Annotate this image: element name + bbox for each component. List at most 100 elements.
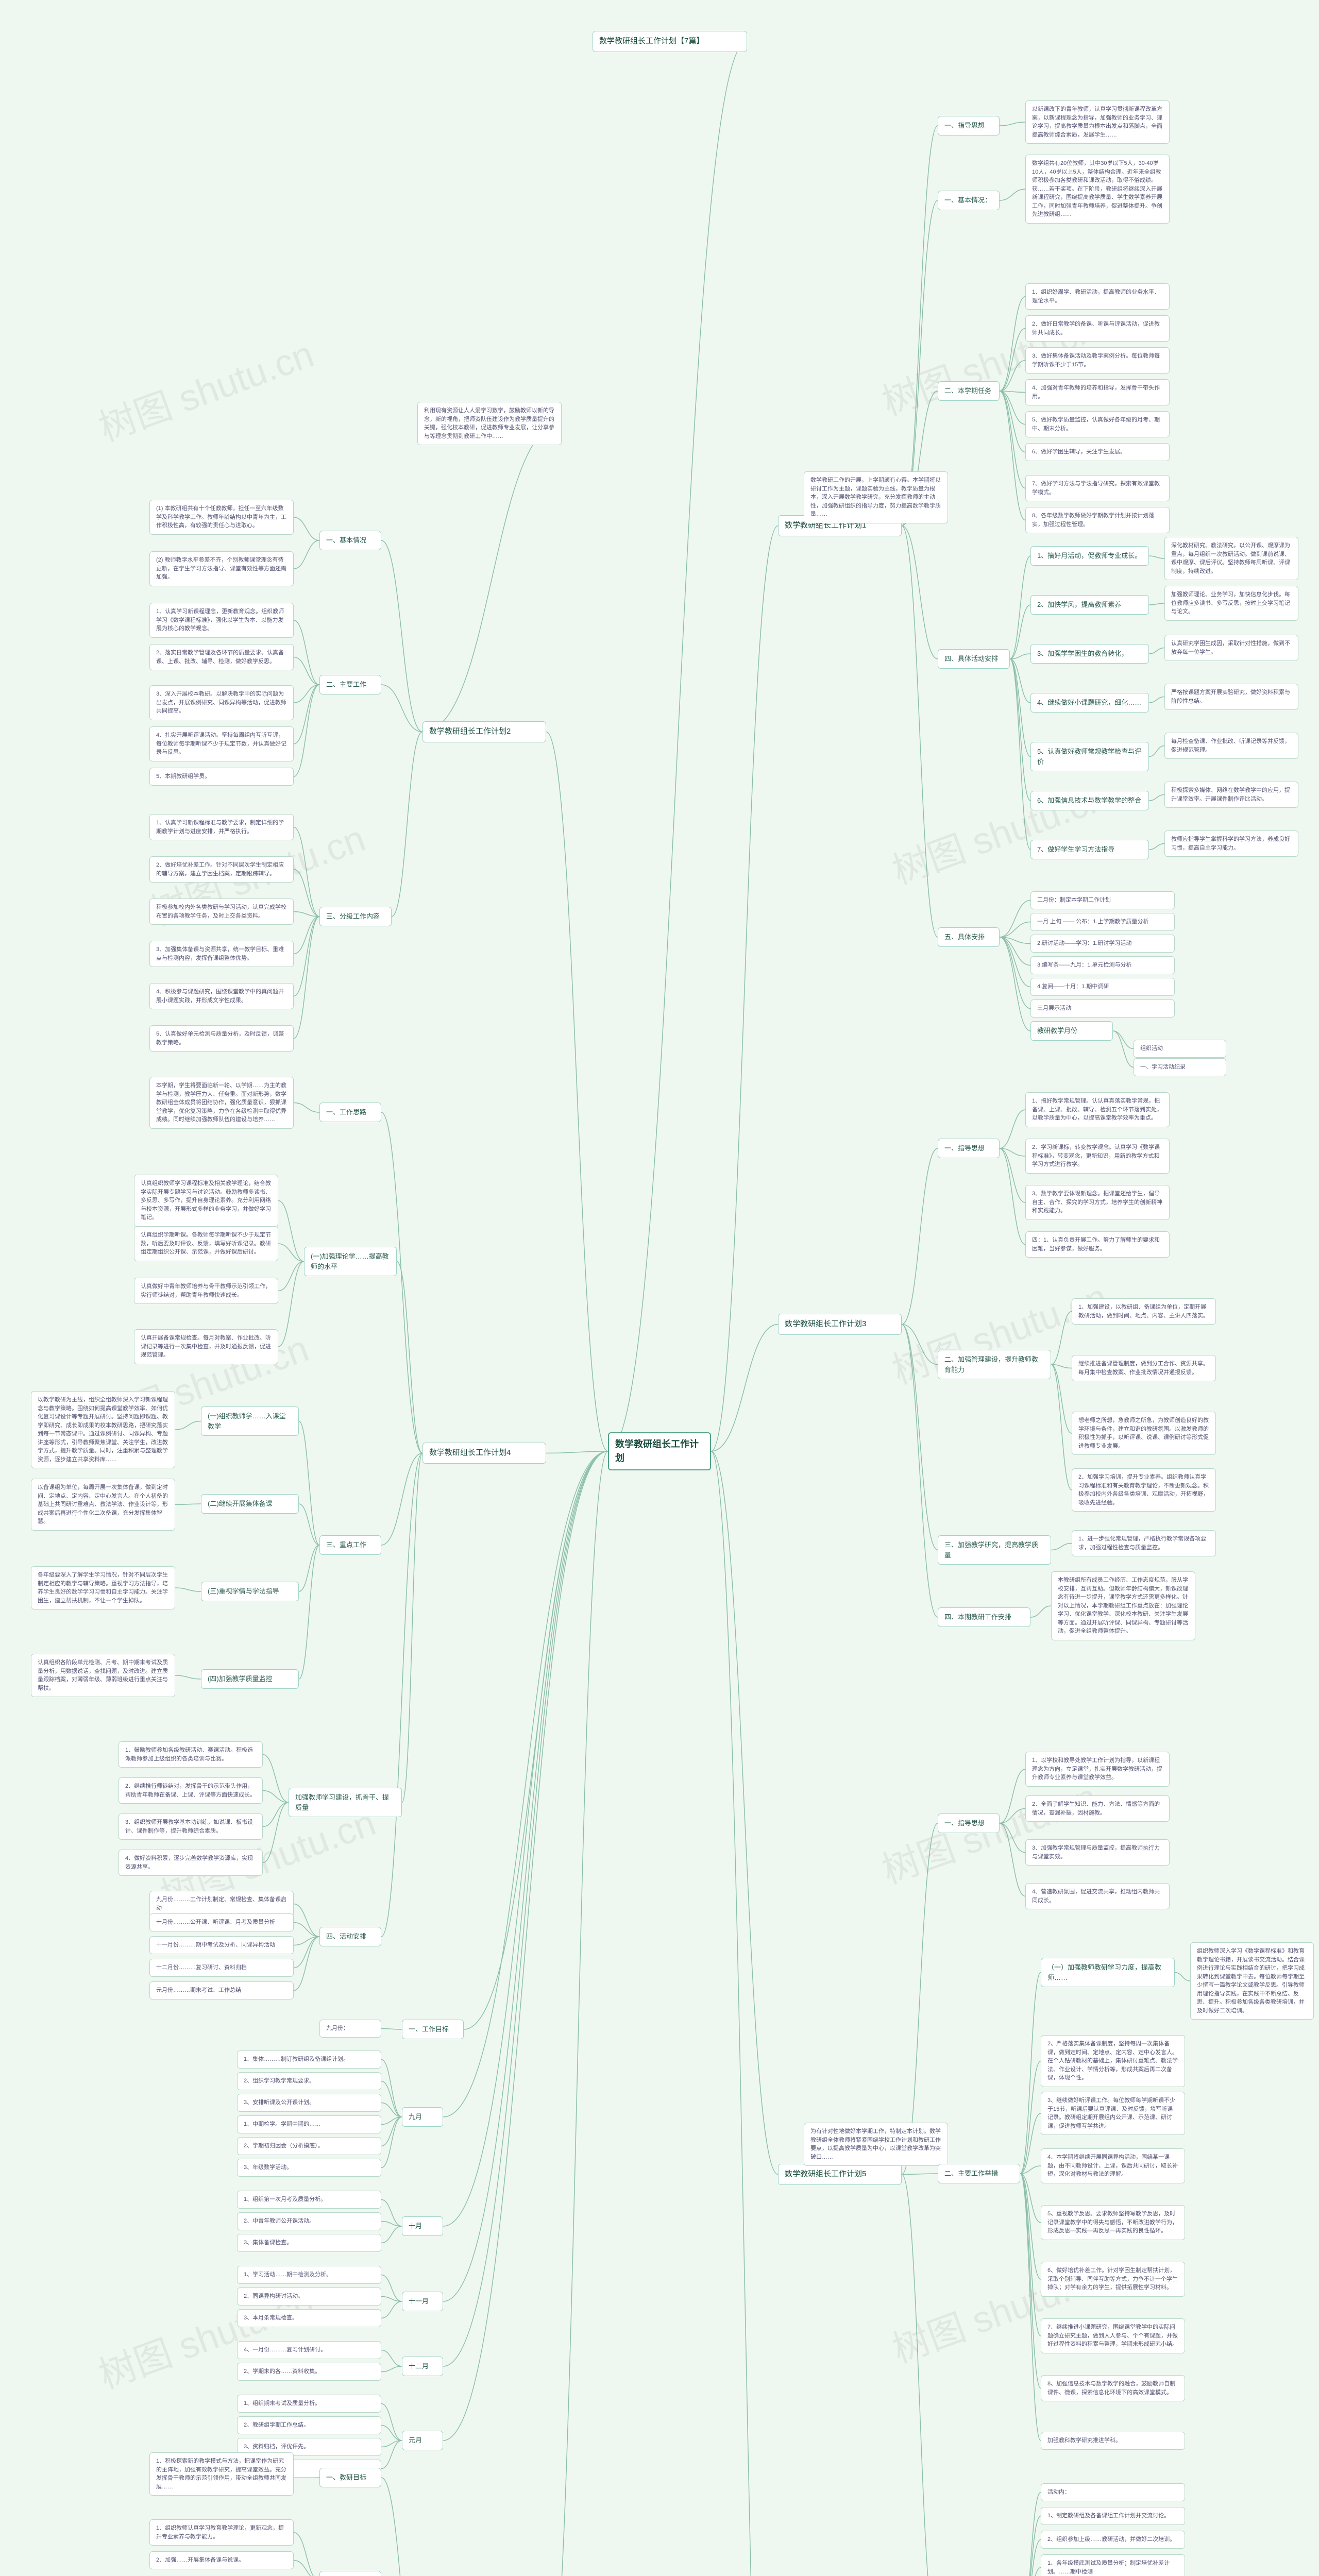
plan5r-c0: 一、指导思想 — [938, 1814, 1000, 1833]
plan1-c2-6: 7、做好学习方法与学法指导研究，探索有效课堂教学模式。 — [1025, 475, 1170, 501]
plan1-c4-4: 4.复阅——十月：1.期中调研 — [1030, 978, 1175, 996]
plan1-c4-0: 工月份：制定本学期工作计划 — [1030, 891, 1175, 909]
plan1-c4-5: 三月展示活动 — [1030, 999, 1175, 1018]
plan1-c3-t4: 每月检查备课、作业批改、听课记录等并反馈，促进规范管理。 — [1164, 733, 1298, 759]
plan4-c2-t2: 各年级要深入了解学生学习情况，针对不同层次学生制定相应的教学与辅导策略。重视学习… — [31, 1566, 175, 1609]
plan5r-c1-1: 2、严格落实集体备课制度，坚持每周一次集体备课，做到定时间、定地点、定内容、定中… — [1041, 2035, 1185, 2087]
plan1-c0: 一、指导思想 — [938, 116, 1000, 135]
plan3-c0: 一、指导思想 — [938, 1139, 1000, 1158]
plan4-c2-l1: (二)继续开展集体备课 — [201, 1494, 299, 1514]
plan2: 数学教研组长工作计划2 — [422, 721, 546, 742]
plan5l-m3: 十一月 — [402, 2292, 443, 2311]
plan4: 数学教研组长工作计划4 — [422, 1443, 546, 1464]
plan3-c1-0: 1、加强建设，以教研组、备课组为单位，定期开展教研活动，做到时间、地点、内容、主… — [1072, 1298, 1216, 1325]
plan4-c2-t3: 认真组织各阶段单元检测、月考、期中期末考试及质量分析，用数据说话，查找问题，及时… — [31, 1654, 175, 1697]
plan1-intro: 数学教研工作的开展，上学期颇有心得。本学期将以研讨工作为主题，课题实验为主线，教… — [804, 471, 948, 523]
plan1-c0-t: 以新课改下的青年教师，认真学习贯彻新课程改革方案，以新课程理念为指导，加强教师的… — [1025, 100, 1170, 144]
plan6-c1-0: 1、组织教师认真学习教育教学理论，更新观念，提升专业素养与教学能力。 — [149, 2519, 294, 2546]
plan5l-m5-1: 2、教研组学期工作总结。 — [237, 2416, 381, 2434]
plan2-c1-2: 3、深入开展校本教研。以解决教学中的实际问题为出发点，开展课例研究、同课异构等活… — [149, 685, 294, 720]
plan4-c1-0: 认真组织教师学习课程标准及相关教学理论，结合教学实际开展专题学习与讨论活动。鼓励… — [134, 1175, 278, 1227]
plan5l-m2-1: 2、中青年教师公开课活动。 — [237, 2212, 381, 2230]
plan2-c2-1: 2、做好培优补差工作。针对不同层次学生制定相应的辅导方案，建立学困生档案，定期跟… — [149, 856, 294, 883]
mindmap-canvas: 树图 shutu.cn树图 shutu.cn树图 shutu.cn树图 shut… — [0, 0, 1319, 2576]
plan1-c4-3: 3.编写条——九月：1.单元检测与分析 — [1030, 956, 1175, 974]
plan2-c0-1: (2) 教师教学水平参差不齐，个别教师课堂理念有待更新，在学生学习方法指导、课堂… — [149, 551, 294, 586]
plan2-c1: 二、主要工作 — [319, 675, 381, 694]
plan1-c1: 一、基本情况： — [938, 191, 1000, 210]
plan5r-c2-3: 1、各年级摸底测试及质量分析；制定培优补差计划。……期中检测 — [1041, 2554, 1185, 2576]
plan3-c0-3: 四：1、认真负责开展工作。努力了解师生的要求和困难，当好参谋，做好服务。 — [1025, 1231, 1170, 1258]
plan4-c3-2: 3、组织教师开展教学基本功训练，如说课、板书设计、课件制作等，提升教师综合素质。 — [119, 1814, 263, 1840]
plan1-c2-5: 6、做好学困生辅导，关注学生发展。 — [1025, 443, 1170, 461]
root-node: 数学教研组长工作计划 — [608, 1432, 711, 1470]
plan5r: 数学教研组长工作计划5 — [778, 2164, 902, 2185]
watermark: 树图 shutu.cn — [90, 324, 320, 452]
plan3-c1-2: 想老师之所想，急教师之所急，为教师创造良好的教学环境与条件，建立和谐的教研氛围。… — [1072, 1412, 1216, 1455]
plan1-c4-6-0: 组织活动 — [1134, 1040, 1226, 1058]
plan5r-c0-2: 3、加强教学常规管理与质量监控，提高教师执行力与课堂实效。 — [1025, 1839, 1170, 1866]
plan4-c2-l2: (三)重视学情与学法指导 — [201, 1582, 299, 1601]
plan5l-m1-1: 2、组织学习教学常规要求。 — [237, 2072, 381, 2090]
plan1-c3-t1: 加强教师理论、业务学习，加快信息化步伐。每位教师应多读书、多写反思，按时上交学习… — [1164, 586, 1298, 621]
plan1-c2-4: 5、做好教学质量监控，认真做好各年级的月考、期中、期末分析。 — [1025, 411, 1170, 437]
plan3-c2-t: 1、进一步强化常规管理，严格执行教学常规各项要求，加强过程性检查与质量监控。 — [1072, 1530, 1216, 1556]
plan4-c0-t: 本学期，学生将要面临新一轮、以学期……为主的教学与检测，教学压力大、任务重。面对… — [149, 1077, 294, 1129]
plan1-c3: 四、具体活动安排 — [938, 649, 1010, 669]
plan5r-c2-2: 2、组织参加上级……教研活动，并做好二次培训。 — [1041, 2531, 1185, 2549]
plan4-c1-1: 认真组织学期听课。各教师每学期听课不少于规定节数，听后要及时评议、反馈，填写好听… — [134, 1226, 278, 1261]
plan4-c4: 四、活动安排 — [319, 1927, 381, 1946]
plan5r-c1-2: 3、继续做好听评课工作。每位教师每学期听课不少于15节，听课后要认真评课、及时反… — [1041, 2092, 1185, 2135]
plan4-c4-3: 十二月份………复习研讨、资料归档 — [149, 1959, 294, 1977]
plan5l-m5-0: 1、组织期末考试及质量分析。 — [237, 2395, 381, 2413]
plan5r-c1-l0: （一）加强教师教研学习力度，提高教师…… — [1041, 1958, 1175, 1987]
plan1-c3-l0: 1、搞好月活动，促教师专业成长。 — [1030, 546, 1149, 566]
plan1-c2-0: 1、组织好周学、教研活动，提高教师的业务水平、理论水平。 — [1025, 283, 1170, 310]
plan1-c4: 五、具体安排 — [938, 927, 1000, 947]
plan5l-c0-t: 九月份： — [319, 2020, 381, 2038]
plan5l-m5: 元月 — [402, 2431, 443, 2450]
plan4-c2-t0: 以教学教研为主线，组织全组教师深入学习新课程理念与教学策略。围绕如何提高课堂教学… — [31, 1391, 175, 1468]
plan4-c2-t1: 以备课组为单位，每周开展一次集体备课，做到定时间、定地点、定内容、定中心发言人。… — [31, 1479, 175, 1531]
plan6-c1-1: 2、加强……开展集体备课与说课。 — [149, 2551, 294, 2569]
plan5r-c1-4: 5、重视教学反思。要求教师坚持写教学反思，及时记录课堂教学中的得失与感悟，不断改… — [1041, 2205, 1185, 2240]
plan5l-m4: 十二月 — [402, 2357, 443, 2376]
plan1-c3-t0: 深化教材研究、教法研究，以公开课、观摩课为重点，每月组织一次教研活动。做到课前说… — [1164, 537, 1298, 580]
plan2-c0: 一、基本情况 — [319, 531, 381, 550]
plan3-c3-t: 本教研组所有成员工作经历、工作态度规范，服从学校安排，互帮互助。但教师年龄结构偏… — [1051, 1571, 1195, 1640]
plan3-c1-1: 继续推进备课管理制度，做到分工合作、资源共享。每月集中检查教案、作业批改情况并通… — [1072, 1355, 1216, 1381]
plan5r-c1-3: 4、本学期将继续开展同课异构活动，围绕某一课题，由不同教师设计、上课，课后共同研… — [1041, 2148, 1185, 2183]
plan3-c0-2: 3、数学教学要体现新理念。把课堂还给学生，倡导自主、合作、探究的学习方式，培养学… — [1025, 1185, 1170, 1220]
plan2-c1-4: 5、本期教研组学员。 — [149, 768, 294, 786]
plan5r-c0-1: 2、全面了解学生知识、能力、方法、情感等方面的情况，查漏补缺，因材施教。 — [1025, 1795, 1170, 1822]
plan3-c1-3: 2、加强学习培训，提升专业素养。组织教师认真学习课程标准和有关教育教学理论，不断… — [1072, 1468, 1216, 1512]
plan5r-intro: 为有针对性地做好本学期工作，特制定本计划。数学教研组全体教师将紧紧围绕学校工作计… — [804, 2123, 948, 2166]
plan2-c2-3: 3、加强集体备课与资源共享，统一教学目标、重难点与检测内容，发挥备课组整体优势。 — [149, 941, 294, 967]
plan2-c1-1: 2、落实日常教学管理及各环节的质量要求。认真备课、上课、批改、辅导、检测，做好教… — [149, 644, 294, 670]
plan5l-m2-0: 1、组织第一次月考及质量分析。 — [237, 2191, 381, 2209]
plan1-c3-t5: 积极探索多媒体、网络在数学教学中的应用，提升课堂效率。开展课件制作评比活动。 — [1164, 782, 1298, 808]
plan5l-m2: 十月 — [402, 2216, 443, 2236]
plan1-c4-6-1: 一、学习活动纪录 — [1134, 1058, 1226, 1076]
plan2-c0-0: (1) 本教研组共有十个任教教师，担任一至六年级数学及科学教学工作。教师年龄结构… — [149, 500, 294, 535]
plan6-c0-t: 1、积极探索新的教学模式与方法，把课堂作为研究的主阵地，加强有效教学研究，提高课… — [149, 2452, 294, 2496]
plan1-c3-l4: 5、认真做好教师常规教学检查与评价 — [1030, 742, 1149, 771]
plan5l-m1-4: 2、学期初归因会（分析摸底）。 — [237, 2137, 381, 2155]
plan1-c4-6: 教研教学月份 — [1030, 1021, 1113, 1041]
plan5r-c1-5: 6、做好培优补差工作。针对学困生制定帮扶计划，采取个别辅导、同伴互助等方式，力争… — [1041, 2262, 1185, 2297]
watermark: 树图 shutu.cn — [884, 767, 1113, 895]
plan1-c3-t2: 认真研究学困生成因，采取针对性措施，做到不放弃每一位学生。 — [1164, 635, 1298, 661]
plan5l-m4-0: 4、一月份………复习计划研讨。 — [237, 2341, 381, 2359]
plan2-c1-0: 1、认真学习新课程理念，更新教育观念。组织教师学习《数学课程标准》，强化以学生为… — [149, 603, 294, 638]
plan5l-m2-2: 3、集体备课检查。 — [237, 2234, 381, 2252]
plan3-c1: 二、加强管理建设，提升教师教育能力 — [938, 1350, 1051, 1379]
plan5r-c2-1: 1、制定教研组及各备课组工作计划并交流讨论。 — [1041, 2507, 1185, 2525]
plan1-c3-l2: 3、加强学学困生的教育转化， — [1030, 644, 1149, 664]
plan1-c3-l3: 4、继续做好小课题研究，细化…… — [1030, 693, 1149, 713]
plan4-c0: 一、工作思路 — [319, 1103, 381, 1122]
plan1-c3-l1: 2、加快学风，提高教师素养 — [1030, 595, 1149, 615]
plan4-c2: 三、重点工作 — [319, 1535, 381, 1555]
plan6-c0: 一、教研目标 — [319, 2468, 381, 2487]
plan3-c3: 四、本期教研工作安排 — [938, 1607, 1030, 1627]
plan5l-m4-1: 2、学期末的各……资料收集。 — [237, 2363, 381, 2381]
